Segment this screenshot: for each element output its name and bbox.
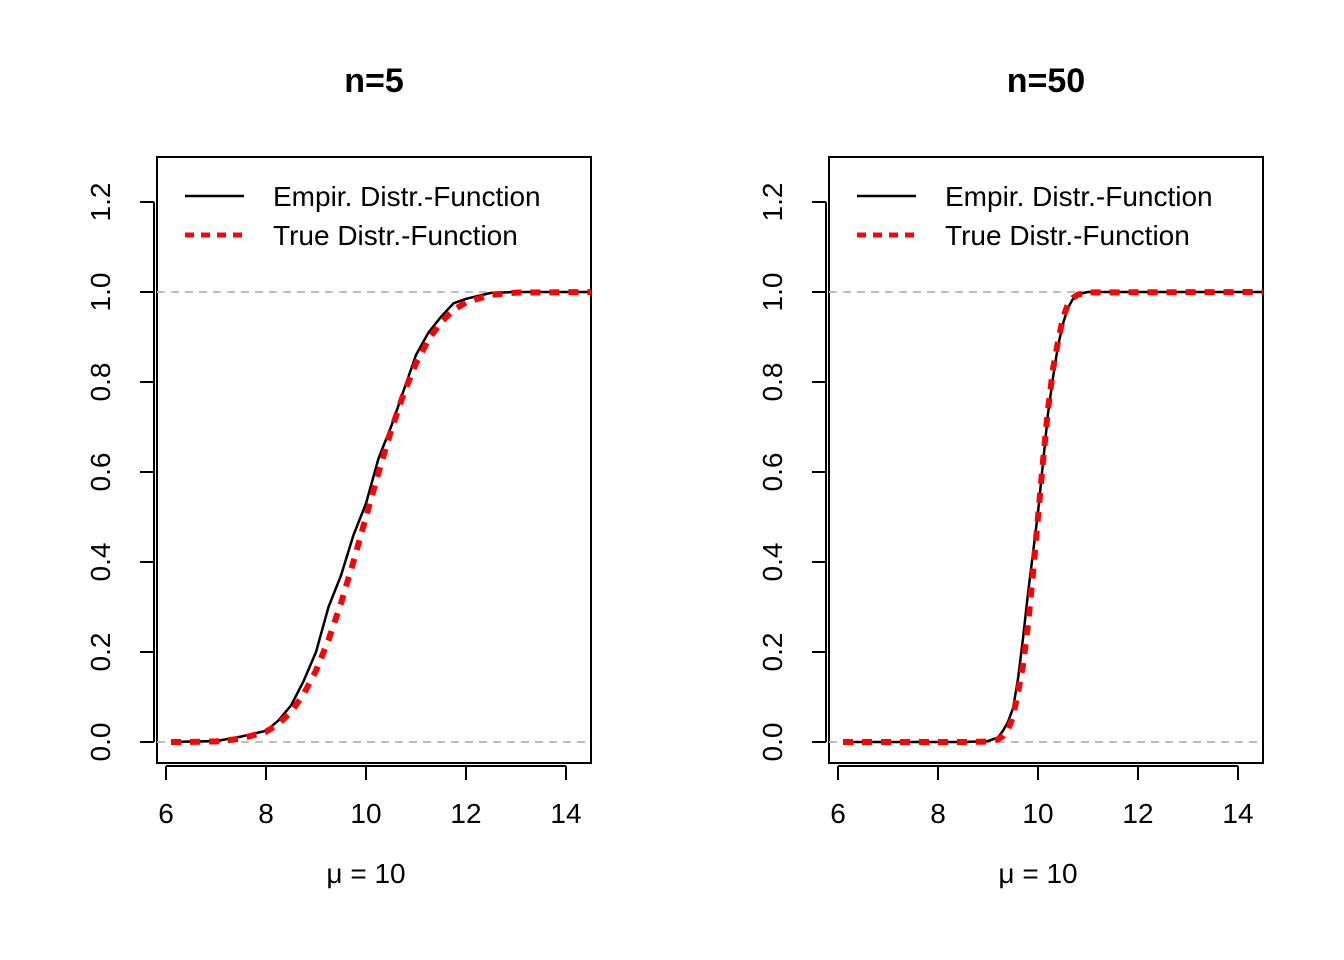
y-tick-label: 0.0 [85, 723, 116, 762]
plot-frame [828, 156, 1264, 764]
panel-n5: n=5 Empir. Distr.-Function True Distr.-F… [85, 62, 592, 889]
x-tick-label: 12 [1122, 798, 1153, 829]
panel-n50: n=50 Empir. Distr.-Function True Distr.-… [757, 62, 1264, 889]
y-axis: 0.0 0.2 0.4 0.6 0.8 1.0 1.2 [85, 183, 155, 762]
y-tick-label: 1.2 [757, 183, 788, 222]
plot-area [157, 289, 592, 745]
x-tick-label: 8 [930, 798, 946, 829]
x-tick-label: 12 [450, 798, 481, 829]
x-tick-label: 14 [550, 798, 581, 829]
x-axis-label: μ = 10 [998, 858, 1077, 889]
y-tick-label: 0.4 [85, 543, 116, 582]
y-tick-label: 0.0 [757, 723, 788, 762]
legend-label-empirical: Empir. Distr.-Function [273, 181, 541, 212]
x-tick-label: 8 [258, 798, 274, 829]
y-axis: 0.0 0.2 0.4 0.6 0.8 1.0 1.2 [757, 183, 827, 762]
x-tick-label: 6 [158, 798, 174, 829]
plot-area [829, 289, 1264, 745]
series-empirical-cdf [843, 290, 1263, 744]
legend-label-true: True Distr.-Function [945, 220, 1190, 251]
y-tick-label: 1.0 [85, 273, 116, 312]
x-tick-label: 14 [1222, 798, 1253, 829]
y-tick-label: 0.6 [757, 453, 788, 492]
y-tick-label: 0.8 [85, 363, 116, 402]
legend-label-true: True Distr.-Function [273, 220, 518, 251]
plot-frame [156, 156, 592, 764]
x-axis: 6 8 10 12 14 [158, 765, 582, 829]
y-tick-label: 1.0 [757, 273, 788, 312]
legend: Empir. Distr.-Function True Distr.-Funct… [185, 181, 541, 251]
x-tick-label: 10 [1022, 798, 1053, 829]
y-tick-label: 1.2 [85, 183, 116, 222]
x-tick-label: 10 [350, 798, 381, 829]
x-tick-label: 6 [830, 798, 846, 829]
series-empirical-cdf [170, 290, 591, 744]
y-tick-label: 0.8 [757, 363, 788, 402]
panel-title: n=50 [1007, 62, 1085, 100]
y-tick-label: 0.4 [757, 543, 788, 582]
legend: Empir. Distr.-Function True Distr.-Funct… [857, 181, 1213, 251]
x-axis-label: μ = 10 [326, 858, 405, 889]
panel-title: n=5 [344, 62, 404, 100]
series-true-cdf [170, 289, 592, 745]
legend-label-empirical: Empir. Distr.-Function [945, 181, 1213, 212]
y-tick-label: 0.2 [85, 633, 116, 672]
y-tick-label: 0.2 [757, 633, 788, 672]
x-axis: 6 8 10 12 14 [830, 765, 1254, 829]
series-true-cdf [843, 289, 1264, 745]
y-tick-label: 0.6 [85, 453, 116, 492]
